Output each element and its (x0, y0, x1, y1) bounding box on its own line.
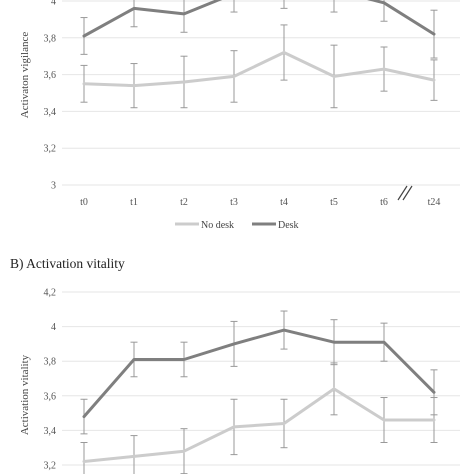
x-tick-label-t4: t4 (280, 197, 288, 208)
y-axis-title-vigilance: Activaton vigilance (19, 32, 31, 119)
gridlines-vigilance (62, 0, 460, 186)
x-tick-label-t3: t3 (230, 197, 238, 208)
series-lines-vitality (82, 328, 436, 463)
y-tick-label: 4,2 (44, 288, 57, 299)
error-bar-desk-t5 (330, 0, 338, 13)
chart-vitality: 3,2 3,4 3,6 3,8 4 4,2 Activation vitality (19, 288, 460, 474)
x-tick-label-t0: t0 (80, 197, 88, 208)
y-tick-label: 3,2 (44, 144, 57, 155)
y-ticks-vitality: 3,2 3,4 3,6 3,8 4 4,2 (44, 288, 57, 472)
error-bars-vigilance (80, 0, 438, 109)
y-tick-label: 3,8 (44, 357, 57, 368)
y-tick-label: 4 (51, 322, 56, 333)
x-tick-label-t24: t24 (428, 197, 441, 208)
y-tick-label: 3,6 (44, 70, 57, 81)
error-bar-desk-t4 (280, 0, 288, 9)
series-lines-vigilance (82, 0, 436, 88)
series-line-no-desk-vitality (82, 387, 436, 463)
error-bar-desk-t2 (180, 0, 188, 33)
y-tick-label: 3,4 (44, 107, 57, 118)
y-tick-label: 3,2 (44, 461, 57, 472)
x-tick-label-t1: t1 (130, 197, 138, 208)
error-bar-desk-t3 (230, 0, 238, 13)
series-line-no-desk-vigilance (82, 51, 436, 88)
series-line-desk-vitality (82, 328, 436, 419)
panel-title-vitality: B) Activation vitality (10, 256, 125, 271)
legend: No desk Desk (175, 220, 299, 231)
error-bar-no-desk-t0 (80, 442, 88, 474)
axis-break-mark (397, 185, 413, 201)
x-tick-label-t6: t6 (380, 197, 388, 208)
x-tick-label-t5: t5 (330, 197, 338, 208)
x-ticks-vigilance: t0 t1 t2 t3 t4 t5 t6 t24 (80, 197, 440, 208)
gridlines-vitality (62, 291, 460, 466)
series-line-desk-vigilance (82, 0, 436, 38)
y-tick-label: 3 (51, 181, 56, 192)
y-tick-label: 3,4 (44, 426, 57, 437)
legend-label-desk: Desk (278, 220, 299, 231)
legend-label-no-desk: No desk (201, 220, 234, 231)
y-tick-label: 4 (51, 0, 56, 8)
y-ticks-vigilance: 3 3,2 3,4 3,6 3,8 4 (44, 0, 57, 192)
y-axis-title-vitality: Activation vitality (19, 354, 31, 435)
x-tick-label-t2: t2 (180, 197, 188, 208)
error-bar-desk-t1 (130, 0, 138, 28)
chart-vigilance: 3 3,2 3,4 3,6 3,8 4 t0 t1 t2 t3 t4 t5 t6 t24 Activat… (19, 0, 460, 208)
y-tick-label: 3,6 (44, 391, 57, 402)
y-tick-label: 3,8 (44, 33, 57, 44)
